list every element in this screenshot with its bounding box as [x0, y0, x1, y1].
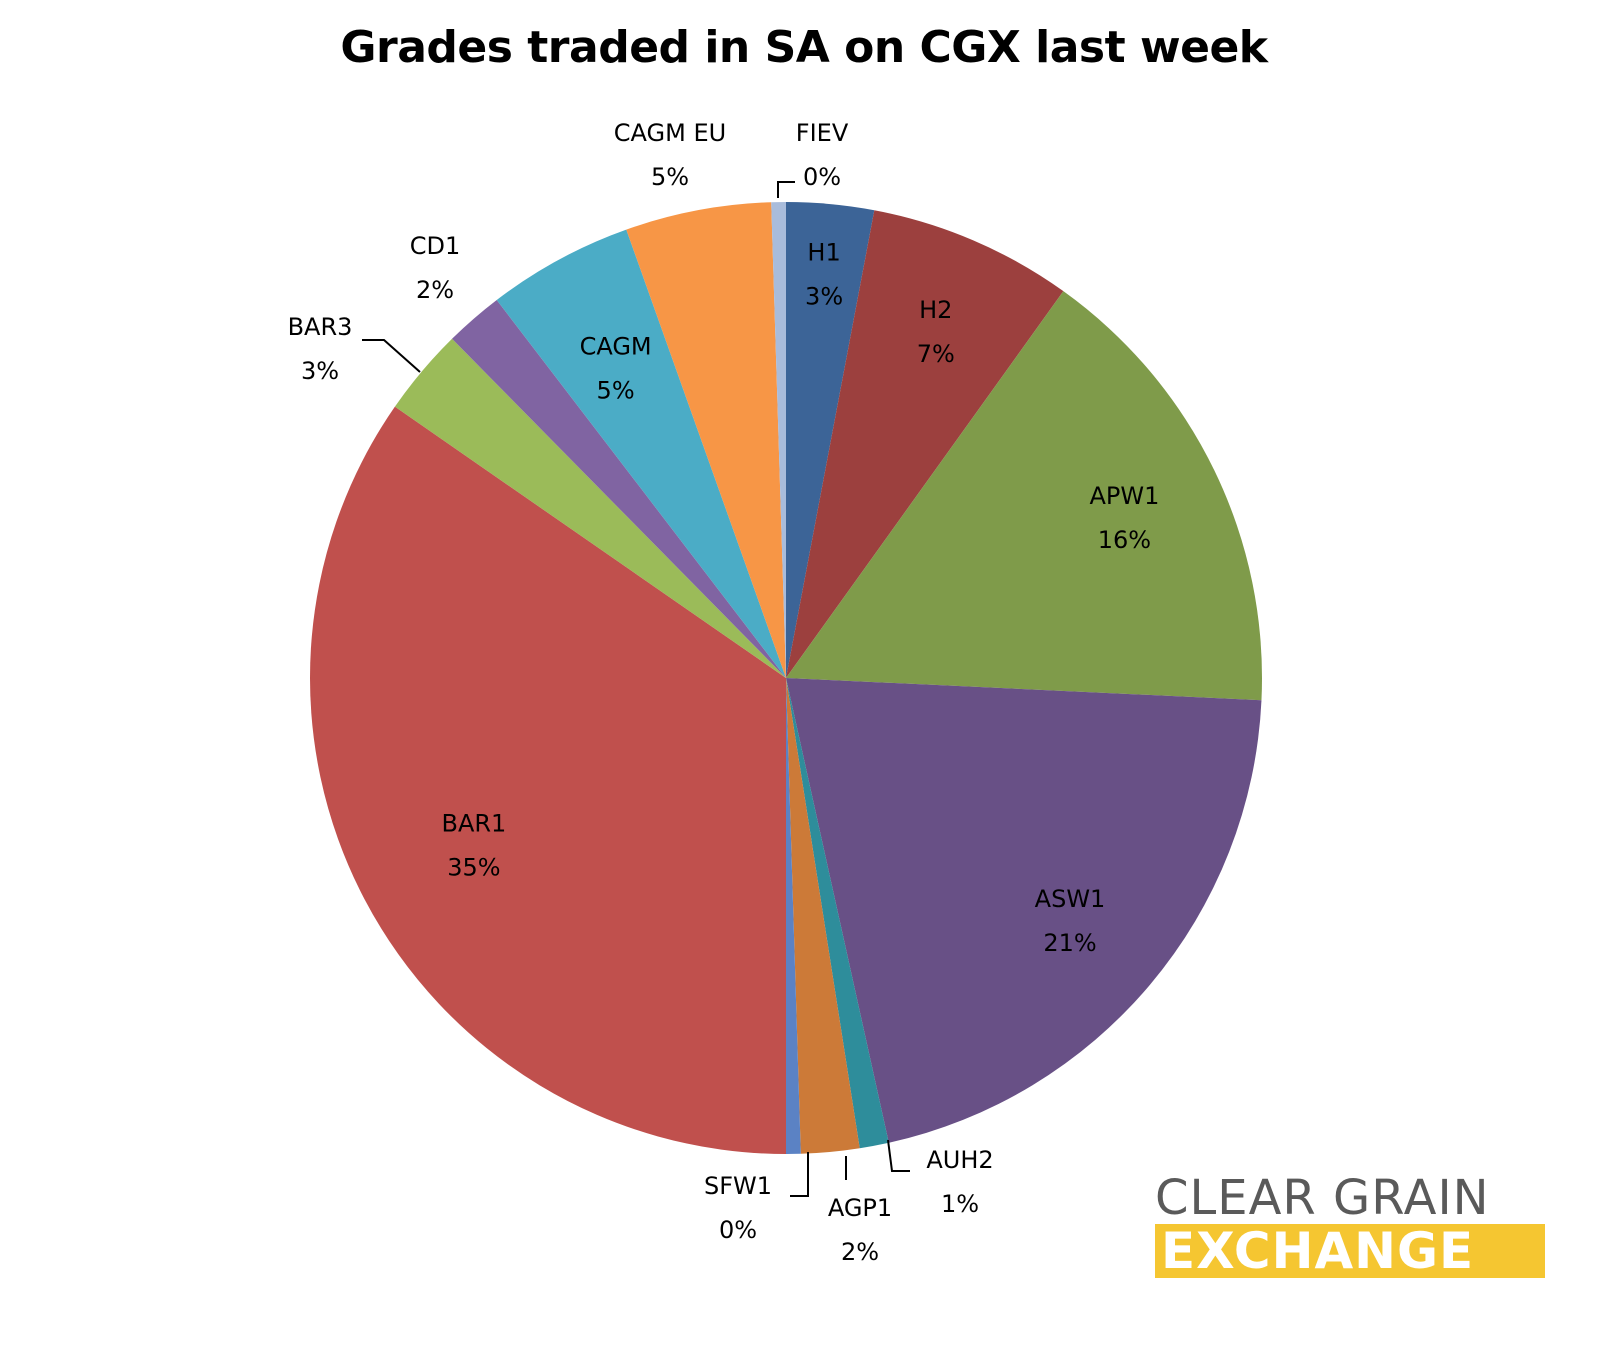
slice-cagm-eu: [626, 202, 786, 679]
slice-percent-agp1: 2%: [841, 1238, 879, 1266]
slice-label-cagm: CAGM: [580, 332, 652, 360]
slice-percent-bar3: 3%: [301, 357, 339, 385]
slice-auh2: [786, 678, 889, 1149]
slice-h1: [786, 202, 875, 678]
slice-percent-sfw1: 0%: [719, 1216, 757, 1244]
pie-slices: [309, 202, 1262, 1155]
slice-bar3: [394, 338, 786, 678]
leader-line-auh2: [887, 1139, 910, 1172]
chart-title: Grades traded in SA on CGX last week: [340, 22, 1268, 73]
leader-line-sfw1: [790, 1152, 809, 1197]
leader-line-bar3: [362, 339, 421, 373]
clear-grain-exchange-logo: CLEAR GRAIN EXCHANGE: [1155, 1172, 1545, 1278]
leader-line-fiev: [777, 181, 795, 198]
slice-cagm: [496, 229, 786, 678]
slice-percent-apw1: 16%: [1098, 526, 1151, 554]
slice-label-agp1: AGP1: [828, 1194, 892, 1222]
slice-label-bar1: BAR1: [441, 809, 506, 837]
slice-asw1: [786, 678, 1262, 1143]
slice-percent-cagm: 5%: [597, 376, 635, 404]
slice-label-fiev: FIEV: [796, 119, 849, 147]
slice-label-h1: H1: [807, 238, 840, 266]
slice-sfw1: [786, 678, 801, 1154]
slice-percent-h1: 3%: [805, 282, 843, 310]
slice-label-cagm-eu: CAGM EU: [614, 119, 726, 147]
slice-percent-auh2: 1%: [941, 1190, 979, 1218]
logo-line-2: EXCHANGE: [1155, 1224, 1545, 1278]
slice-percent-h2: 7%: [917, 340, 955, 368]
slice-bar1: [309, 406, 786, 1155]
slice-fiev: [771, 202, 786, 678]
slice-labels: H1 3% H2 7% APW1 16% ASW1 21% AUH2 1% AGP1 2% SFW1 0%…: [288, 119, 1160, 1266]
slice-percent-fiev: 0%: [803, 163, 841, 191]
slice-label-bar3: BAR3: [288, 313, 353, 341]
slice-percent-cagm-eu: 5%: [651, 163, 689, 191]
slice-percent-asw1: 21%: [1043, 929, 1096, 957]
slice-label-h2: H2: [919, 296, 952, 324]
slice-agp1: [786, 678, 860, 1154]
slice-label-auh2: AUH2: [926, 1146, 993, 1174]
slice-cd1: [452, 299, 786, 678]
slice-label-apw1: APW1: [1089, 482, 1159, 510]
slice-label-sfw1: SFW1: [704, 1172, 772, 1200]
leader-lines: [362, 181, 910, 1197]
slice-apw1: [786, 291, 1262, 701]
slice-h2: [786, 210, 1064, 678]
logo-line-1: CLEAR GRAIN: [1155, 1170, 1490, 1226]
slice-percent-bar1: 35%: [447, 853, 500, 881]
slice-label-cd1: CD1: [410, 232, 461, 260]
slice-percent-cd1: 2%: [416, 276, 454, 304]
slice-label-asw1: ASW1: [1035, 885, 1106, 913]
